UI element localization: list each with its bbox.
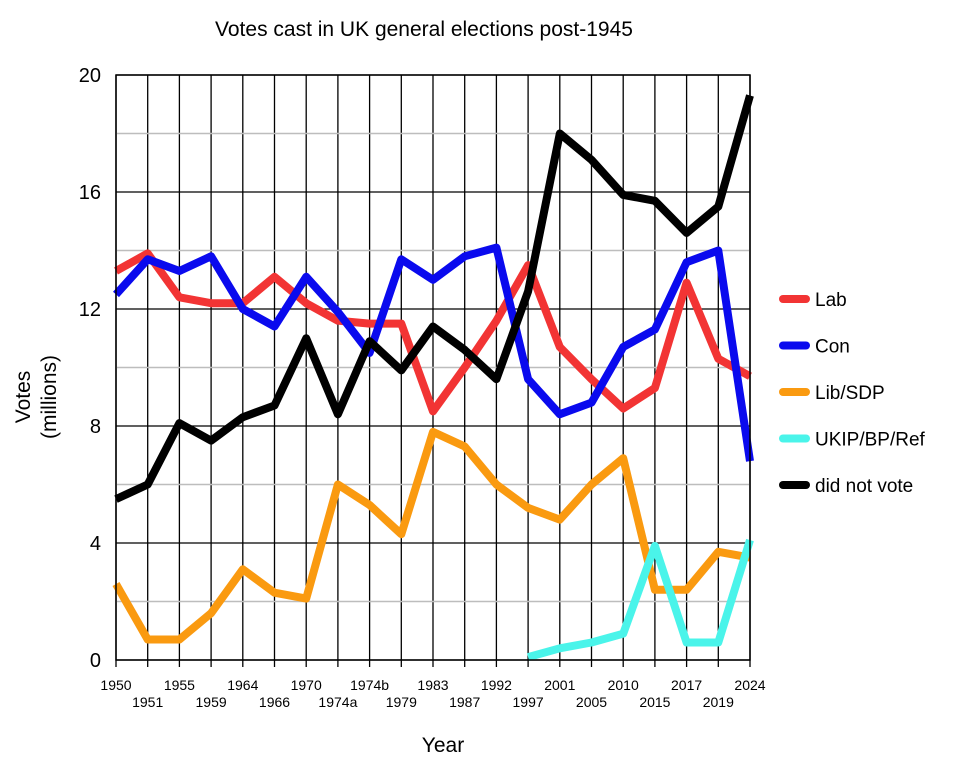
- y-tick-label: 0: [90, 650, 101, 672]
- x-tick-label: 1964: [227, 677, 258, 693]
- series-line-lab: [114, 249, 752, 416]
- grid: [115, 74, 751, 661]
- x-axis-ticks: 19501951195519591964196619701974a1974b19…: [100, 660, 766, 710]
- y-axis-label: Votes: [12, 371, 35, 424]
- series-lines: [112, 94, 754, 661]
- legend-label: UKIP/BP/Ref: [815, 430, 926, 451]
- x-tick-label: 1983: [417, 677, 448, 693]
- x-axis-label: Year: [422, 734, 464, 757]
- x-tick-label: 1997: [513, 694, 544, 710]
- legend-label: did not vote: [815, 476, 913, 497]
- x-tick-label: 2001: [544, 677, 575, 693]
- x-tick-label: 1979: [386, 694, 417, 710]
- x-tick-label: 1950: [100, 677, 131, 693]
- x-tick-label: 2015: [639, 694, 670, 710]
- y-tick-label: 12: [79, 299, 101, 321]
- y-axis-units: (millions): [38, 355, 61, 439]
- series-line-lib-sdp: [112, 427, 751, 644]
- y-axis-ticks: 0 4 8 12 16 20: [79, 65, 101, 672]
- x-tick-label: 2024: [734, 677, 765, 693]
- x-tick-label: 2010: [608, 677, 639, 693]
- x-tick-label: 2019: [703, 694, 734, 710]
- x-tick-label: 1966: [259, 694, 290, 710]
- x-tick-label: 1987: [449, 694, 480, 710]
- x-tick-label: 1959: [196, 694, 227, 710]
- legend: Lab Con Lib/SDP UKIP/BP/Ref did not vote: [779, 290, 926, 497]
- x-tick-label: 1992: [481, 677, 512, 693]
- x-tick-label: 2017: [671, 677, 702, 693]
- y-tick-label: 8: [90, 416, 101, 438]
- y-tick-label: 16: [79, 182, 101, 204]
- y-tick-label: 4: [90, 533, 101, 555]
- x-tick-label: 1955: [164, 677, 195, 693]
- legend-label: Lib/SDP: [815, 383, 885, 404]
- x-tick-label: 1951: [132, 694, 163, 710]
- chart-title: Votes cast in UK general elections post-…: [215, 18, 633, 41]
- x-tick-label: 2005: [576, 694, 607, 710]
- series-line-con: [113, 243, 754, 462]
- x-tick-label: 1974a: [318, 694, 357, 710]
- series-line-did-not-vote: [114, 94, 754, 503]
- legend-label: Lab: [815, 290, 847, 311]
- legend-label: Con: [815, 337, 850, 358]
- series-line-ukip-bp-ref: [527, 538, 754, 661]
- y-tick-label: 20: [79, 65, 101, 87]
- x-tick-label: 1970: [291, 677, 322, 693]
- x-tick-label: 1974b: [350, 677, 389, 693]
